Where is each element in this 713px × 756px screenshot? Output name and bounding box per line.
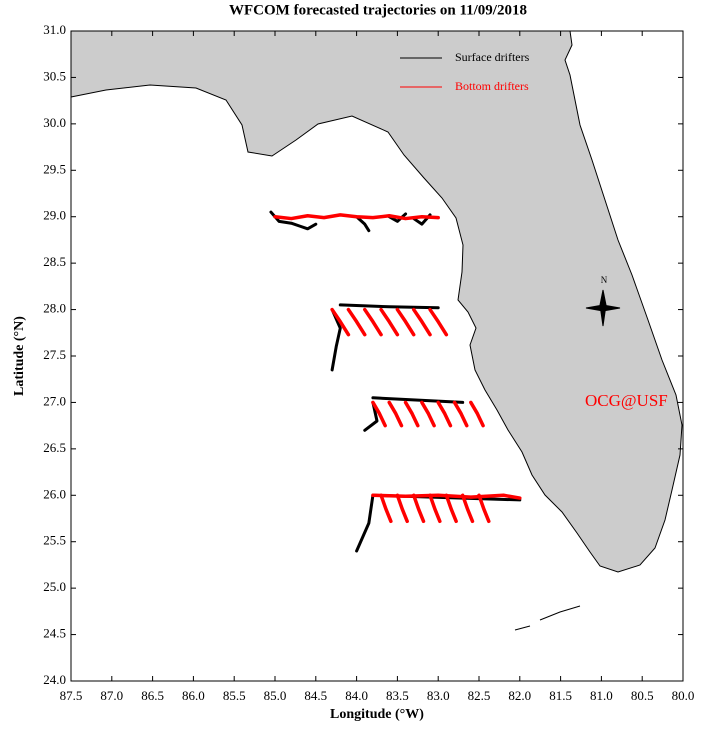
keys (514, 605, 581, 631)
y-tick-label: 28.0 (43, 301, 66, 316)
x-tick-label: 82.0 (508, 688, 531, 703)
x-axis-label: Longitude (°W) (330, 707, 424, 722)
y-tick-label: 25.5 (43, 533, 66, 548)
trajectory (379, 493, 393, 524)
x-tick-label: 86.0 (182, 688, 205, 703)
trajectory (452, 400, 469, 428)
trajectory (477, 493, 491, 524)
trajectory (330, 308, 342, 372)
trajectory (403, 400, 420, 428)
trajectory (330, 307, 351, 337)
trajectory (436, 400, 453, 428)
credit: OCG@USF (585, 391, 668, 410)
y-tick-label: 28.5 (43, 254, 66, 269)
chart-title: WFCOM forecasted trajectories on 11/09/2… (229, 2, 527, 18)
trajectory (420, 400, 436, 428)
trajectory (411, 307, 432, 337)
y-tick-label: 24.5 (43, 626, 66, 641)
y-tick-label: 26.5 (43, 440, 66, 455)
compass-ew (585, 304, 621, 312)
y-tick-label: 30.5 (43, 68, 66, 83)
compass-north: N (601, 275, 608, 285)
x-tick-label: 84.0 (345, 688, 368, 703)
trajectory (371, 400, 387, 428)
trajectory (355, 493, 375, 553)
trajectory (363, 307, 383, 337)
x-tick-label: 82.5 (468, 688, 491, 703)
trajectory (269, 210, 318, 231)
trajectory (395, 493, 409, 524)
florida-land (70, 30, 683, 573)
x-tick-label: 83.5 (386, 688, 409, 703)
trajectory (371, 396, 465, 404)
trajectory (387, 400, 404, 428)
y-tick-label: 24.0 (43, 672, 66, 687)
x-tick-label: 83.0 (427, 688, 450, 703)
trajectory (355, 215, 371, 233)
legend-label: Bottom drifters (455, 79, 529, 93)
y-tick-label: 27.5 (43, 347, 66, 362)
trajectory (460, 493, 475, 524)
trajectory (346, 307, 367, 337)
trajectory (363, 400, 379, 432)
x-tick-label: 86.5 (141, 688, 164, 703)
trajectory (371, 493, 522, 500)
y-tick-label: 30.0 (43, 115, 66, 130)
y-tick-label: 25.0 (43, 579, 66, 594)
trajectory (379, 307, 400, 337)
x-tick-label: 84.5 (304, 688, 327, 703)
y-tick-label: 31.0 (43, 22, 66, 37)
x-tick-label: 80.5 (631, 688, 654, 703)
x-tick-label: 85.5 (223, 688, 246, 703)
x-tick-label: 87.0 (100, 688, 123, 703)
trajectory (338, 303, 440, 310)
trajectory (428, 493, 442, 524)
trajectory (469, 400, 485, 428)
y-axis-label: Latitude (°N) (12, 316, 27, 396)
trajectory (428, 307, 449, 337)
trajectory (273, 213, 440, 221)
x-tick-label: 80.0 (672, 688, 695, 703)
x-tick-label: 81.0 (590, 688, 613, 703)
y-tick-label: 26.0 (43, 486, 66, 501)
x-tick-label: 87.5 (60, 688, 83, 703)
compass (585, 289, 621, 327)
y-tick-label: 29.5 (43, 161, 66, 176)
trajectory (411, 493, 426, 524)
legend-label: Surface drifters (455, 50, 530, 64)
trajectory (444, 493, 458, 524)
y-tick-label: 27.0 (43, 393, 66, 408)
x-tick-label: 81.5 (549, 688, 572, 703)
trajectory (395, 307, 416, 337)
x-tick-label: 85.0 (264, 688, 287, 703)
y-tick-label: 29.0 (43, 208, 66, 223)
